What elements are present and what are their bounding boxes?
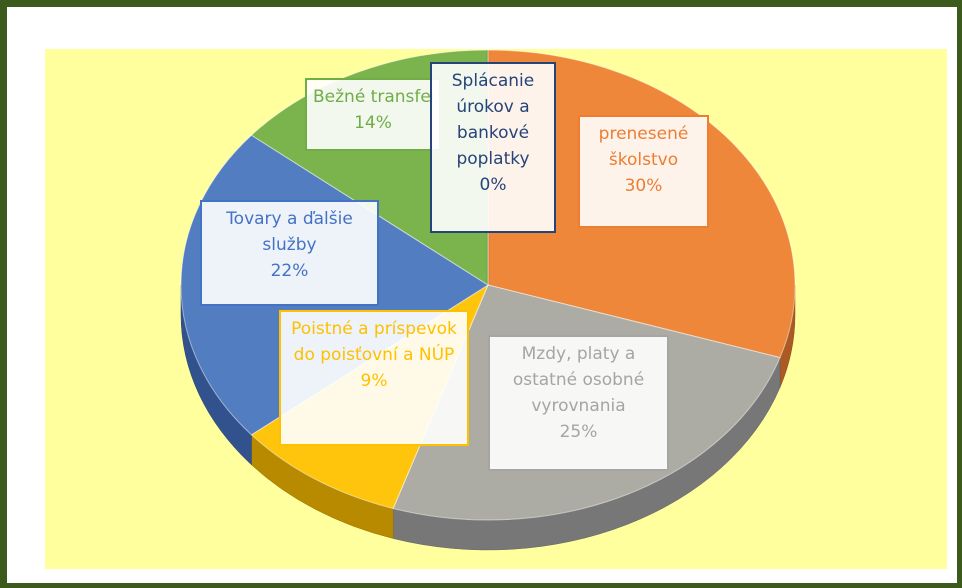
label-value: 30% <box>624 176 663 196</box>
data-label: Tovary a ďalšie služby 22% <box>200 200 379 306</box>
data-label: Poistné a príspevok do poisťovní a NÚP 9% <box>279 310 469 446</box>
label-name: Tovary a ďalšie služby <box>226 209 353 255</box>
label-value: 22% <box>270 261 309 281</box>
data-label: Bežné transfery 14% <box>305 78 441 151</box>
label-value: 14% <box>354 113 392 133</box>
label-name: Splácanie úrokov a bankové poplatky <box>451 71 535 169</box>
data-label: Splácanie úrokov a bankové poplatky 0% <box>430 62 556 233</box>
label-value: 25% <box>559 422 598 442</box>
label-name: prenesené školstvo <box>598 124 689 170</box>
data-label: Mzdy, platy a ostatné osobné vyrovnania 2… <box>488 335 669 471</box>
label-name: Bežné transfery <box>313 87 433 107</box>
label-name: Mzdy, platy a ostatné osobné vyrovnania <box>512 344 645 416</box>
data-label: prenesené školstvo 30% <box>578 115 709 228</box>
label-value: 9% <box>360 371 388 391</box>
label-name: Poistné a príspevok do poisťovní a NÚP <box>291 319 457 365</box>
label-value: 0% <box>479 175 507 195</box>
